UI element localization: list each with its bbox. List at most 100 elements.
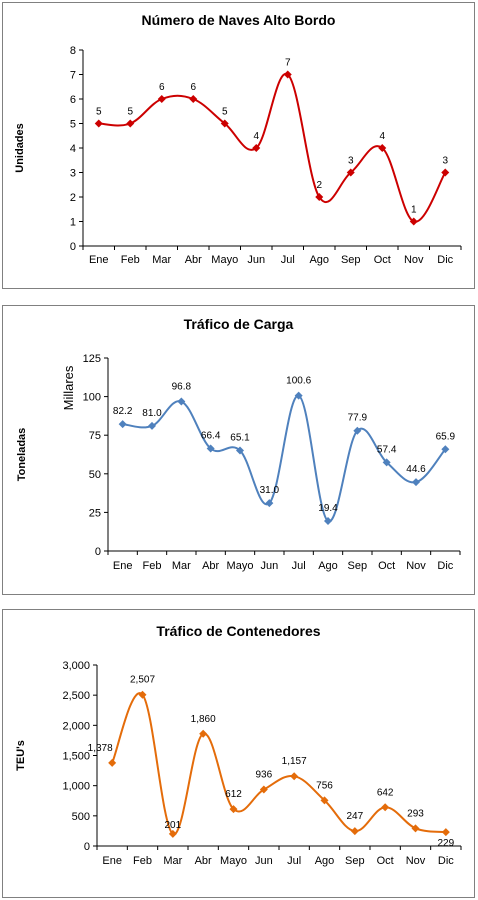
data-point-marker	[324, 517, 332, 526]
x-tick-label: Jun	[247, 254, 265, 266]
x-tick-label: Jul	[287, 855, 301, 867]
data-point-marker	[94, 119, 103, 128]
y-tick-label: 1,500	[62, 751, 90, 763]
y-axis-label: TEU's	[15, 740, 27, 771]
x-tick-label: Nov	[406, 855, 426, 867]
data-label: 2,507	[130, 675, 155, 686]
data-label: 201	[164, 820, 181, 831]
chart-title: Tráfico de Contenedores	[156, 623, 320, 639]
data-point-marker	[236, 446, 244, 455]
data-point-marker	[441, 828, 450, 837]
x-tick-label: Sep	[341, 254, 361, 266]
x-tick-label: Abr	[195, 855, 212, 867]
data-point-marker	[382, 458, 391, 467]
data-point-marker	[294, 391, 303, 400]
data-point-marker	[177, 397, 186, 406]
data-label: 44.6	[406, 464, 426, 475]
x-tick-label: Mar	[163, 855, 182, 867]
x-tick-label: Ene	[89, 254, 109, 266]
data-point-marker	[199, 729, 208, 738]
data-label: 6	[159, 82, 165, 93]
y-tick-label: 100	[83, 392, 101, 404]
data-point-marker	[409, 217, 418, 226]
data-label: 1	[411, 205, 417, 216]
y-tick-label: 0	[70, 241, 76, 253]
data-point-marker	[315, 193, 324, 201]
y-tick-label: 3	[70, 168, 76, 180]
data-label: 6	[190, 82, 196, 93]
data-point-marker	[411, 824, 420, 833]
data-label: 4	[253, 131, 259, 142]
data-label: 642	[377, 787, 394, 798]
y-tick-label: 8	[70, 45, 76, 57]
x-tick-label: Ene	[102, 855, 122, 867]
data-point-marker	[412, 478, 420, 487]
data-label: 2	[316, 180, 322, 191]
data-point-marker	[220, 119, 229, 128]
x-tick-label: Dic	[438, 855, 454, 867]
data-point-marker	[148, 421, 156, 430]
data-point-marker	[265, 499, 274, 508]
data-label: 1,860	[191, 714, 216, 725]
data-point-marker	[138, 690, 147, 699]
data-label: 81.0	[142, 408, 162, 419]
x-tick-label: Abr	[185, 254, 202, 266]
x-tick-label: Feb	[143, 560, 162, 572]
x-tick-label: Dic	[437, 254, 453, 266]
x-tick-label: Ago	[309, 254, 329, 266]
data-point-marker	[378, 144, 387, 152]
series-line	[98, 73, 447, 223]
data-point-marker	[290, 772, 299, 781]
y-tick-label: 7	[70, 70, 76, 82]
data-label: 19.4	[318, 503, 338, 514]
y-tick-label: 1,000	[62, 781, 90, 793]
data-point-marker	[350, 827, 359, 836]
x-tick-label: Jul	[292, 560, 306, 572]
y-tick-label: 3,000	[62, 660, 90, 672]
data-label: 229	[437, 838, 454, 849]
x-tick-label: Oct	[377, 855, 394, 867]
y-tick-label: 0	[84, 841, 90, 853]
data-label: 65.9	[436, 431, 456, 442]
data-label: 247	[346, 811, 363, 822]
x-tick-label: Dic	[437, 560, 453, 572]
x-tick-label: Nov	[404, 254, 424, 266]
x-tick-label: Feb	[121, 254, 140, 266]
data-point-marker	[441, 168, 450, 177]
data-label: 96.8	[172, 382, 192, 393]
data-label: 756	[316, 780, 333, 791]
series-line	[111, 692, 446, 835]
x-tick-label: Ene	[113, 560, 133, 572]
y-tick-label: 500	[72, 811, 90, 823]
data-label: 3	[442, 156, 448, 167]
y-tick-label: 2,000	[62, 720, 90, 732]
data-point-marker	[206, 444, 215, 453]
x-tick-label: Jul	[281, 254, 295, 266]
x-tick-label: Mayo	[220, 855, 247, 867]
x-tick-label: Mar	[172, 560, 191, 572]
data-point-marker	[118, 420, 127, 429]
y-tick-label: 1	[70, 217, 76, 229]
series-line	[122, 394, 447, 523]
data-label: 936	[255, 770, 272, 781]
data-label: 5	[127, 107, 133, 118]
chart-title: Número de Naves Alto Bordo	[142, 12, 336, 28]
data-label: 100.6	[286, 376, 311, 387]
data-label: 5	[222, 107, 228, 118]
data-point-marker	[381, 803, 390, 812]
data-label: 7	[285, 58, 291, 69]
x-tick-label: Mayo	[227, 560, 254, 572]
data-label: 31.0	[260, 485, 280, 496]
data-point-marker	[441, 445, 450, 454]
y-tick-label: 4	[70, 143, 76, 155]
data-label: 57.4	[377, 444, 397, 455]
x-tick-label: Oct	[374, 254, 391, 266]
y-axis-unit-label: Millares	[61, 365, 76, 410]
y-axis-label: Toneladas	[16, 428, 28, 482]
data-point-marker	[283, 70, 292, 79]
data-point-marker	[252, 144, 261, 152]
x-tick-label: Sep	[345, 855, 365, 867]
data-point-marker	[189, 95, 198, 103]
x-tick-label: Feb	[133, 855, 152, 867]
y-tick-label: 6	[70, 94, 76, 106]
